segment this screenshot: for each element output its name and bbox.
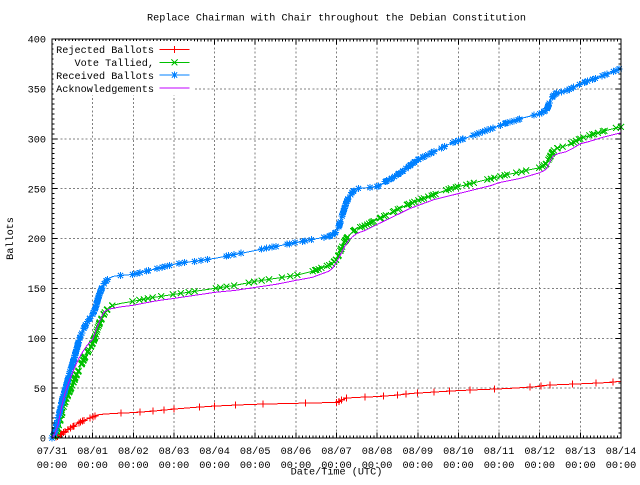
svg-text:0: 0 [40,435,46,446]
svg-text:200: 200 [28,235,46,246]
svg-text:Received Ballots: Received Ballots [56,71,154,83]
svg-text:08/08: 08/08 [362,446,393,458]
svg-text:08/06: 08/06 [281,446,312,458]
svg-text:08/13: 08/13 [565,446,596,458]
svg-text:300: 300 [28,135,46,146]
svg-text:00:00: 00:00 [606,461,637,472]
svg-text:08/01: 08/01 [77,446,108,458]
svg-text:00:00: 00:00 [524,461,555,472]
svg-text:08/07: 08/07 [321,446,352,458]
svg-text:Vote Tallied,: Vote Tallied, [75,58,154,70]
svg-text:08/14: 08/14 [606,446,637,458]
svg-text:00:00: 00:00 [443,461,474,472]
svg-text:08/10: 08/10 [443,446,474,458]
svg-text:00:00: 00:00 [77,461,108,472]
svg-text:00:00: 00:00 [403,461,434,472]
svg-text:Replace Chairman with Chair th: Replace Chairman with Chair throughout t… [147,13,526,25]
svg-text:00:00: 00:00 [118,461,149,472]
svg-text:00:00: 00:00 [565,461,596,472]
svg-text:00:00: 00:00 [199,461,230,472]
svg-text:08/11: 08/11 [484,446,515,458]
svg-text:08/02: 08/02 [118,446,149,458]
svg-text:150: 150 [28,285,46,296]
svg-text:08/03: 08/03 [159,446,190,458]
svg-text:08/05: 08/05 [240,446,271,458]
svg-text:00:00: 00:00 [362,461,393,472]
svg-text:Acknowledgements: Acknowledgements [56,84,154,96]
svg-text:Ballots: Ballots [5,217,17,260]
svg-text:250: 250 [28,185,46,196]
svg-text:00:00: 00:00 [281,461,312,472]
svg-text:07/31: 07/31 [37,446,68,458]
svg-text:Date/Time (UTC): Date/Time (UTC) [291,467,383,479]
svg-text:50: 50 [34,385,46,396]
svg-text:400: 400 [28,36,46,47]
svg-text:00:00: 00:00 [484,461,515,472]
svg-text:00:00: 00:00 [321,461,352,472]
svg-text:Rejected Ballots: Rejected Ballots [56,45,154,57]
svg-text:350: 350 [28,86,46,97]
svg-text:00:00: 00:00 [159,461,190,472]
svg-text:08/09: 08/09 [403,446,434,458]
svg-text:08/04: 08/04 [199,446,230,458]
svg-text:00:00: 00:00 [37,461,68,472]
svg-text:08/12: 08/12 [524,446,555,458]
svg-text:00:00: 00:00 [240,461,271,472]
svg-text:100: 100 [28,335,46,346]
